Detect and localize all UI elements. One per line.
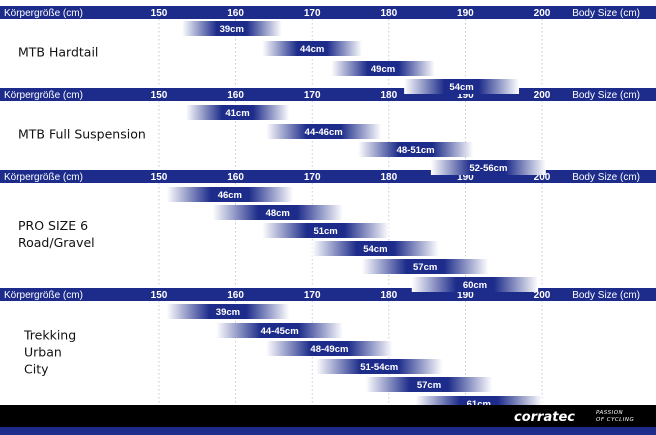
size-bar-label: 48-49cm <box>310 344 348 355</box>
category-label: Trekking <box>23 328 76 343</box>
footer-stripe <box>0 427 656 435</box>
header-band <box>0 88 656 101</box>
size-bar-label: 44-45cm <box>261 326 299 337</box>
x-tick-label: 160 <box>227 8 244 19</box>
x-tick-label: 150 <box>151 90 168 101</box>
x-tick-label: 150 <box>151 290 168 301</box>
x-tick-label: 190 <box>457 290 474 301</box>
header-layer: Körpergröße (cm) Body Size (cm) 150 160 170 1… <box>0 6 656 377</box>
size-bar-label: 51-54cm <box>360 362 398 373</box>
axis-label-left: Körpergröße (cm) <box>4 172 83 183</box>
x-tick-label: 170 <box>304 172 321 183</box>
x-tick-label: 170 <box>304 8 321 19</box>
size-bar <box>411 277 539 292</box>
x-tick-label: 180 <box>380 290 397 301</box>
size-bar <box>266 124 382 139</box>
footer-band <box>0 405 656 427</box>
size-bar <box>358 142 474 157</box>
axis-label-left: Körpergröße (cm) <box>4 8 83 19</box>
category-label: MTB Full Suspension <box>18 127 146 142</box>
header-band <box>0 288 656 301</box>
size-bar <box>430 160 546 175</box>
size-bar-label: 39cm <box>216 307 240 318</box>
size-bar-label: 54cm <box>363 244 387 255</box>
brand-tagline: OF CYCLING <box>596 417 634 423</box>
header-band <box>0 6 656 19</box>
size-bar-label: 39cm <box>220 24 244 35</box>
axis-label-right: Body Size (cm) <box>572 90 640 101</box>
size-bar <box>212 205 343 220</box>
size-bar <box>404 79 520 94</box>
size-bar <box>365 377 493 392</box>
size-bar <box>181 21 282 36</box>
x-tick-label: 190 <box>457 90 474 101</box>
size-bar-label: 57cm <box>417 380 441 391</box>
brand-tagline: PASSION <box>596 410 623 416</box>
size-bar-label: 41cm <box>225 108 249 119</box>
size-bar <box>266 341 393 356</box>
size-bar <box>166 304 290 319</box>
x-tick-label: 170 <box>304 290 321 301</box>
category-label: Road/Gravel <box>18 235 95 250</box>
x-tick-label: 200 <box>534 8 551 19</box>
size-bar-label: 51cm <box>313 226 337 237</box>
axis-label-right: Body Size (cm) <box>572 172 640 183</box>
x-tick-label: 190 <box>457 172 474 183</box>
category-label: Urban <box>24 345 62 360</box>
size-bar-label: 48cm <box>266 208 290 219</box>
size-bar-label: 44-46cm <box>305 127 343 138</box>
size-bar-label: 61cm <box>467 399 491 410</box>
size-bar-label: 44cm <box>300 44 324 55</box>
size-bar-label: 48-51cm <box>397 145 435 156</box>
bars-layer: 39cm 44cm 49cm 54cm 41cm 44-46cm 48-51cm 52-56c… <box>166 21 546 411</box>
x-tick-label: 180 <box>380 172 397 183</box>
x-tick-label: 150 <box>151 172 168 183</box>
x-tick-label: 160 <box>227 290 244 301</box>
size-bar-label: 60cm <box>463 280 487 291</box>
size-bar <box>216 323 343 338</box>
size-bar <box>166 187 294 202</box>
category-label: PRO SIZE 6 <box>18 218 88 233</box>
size-bar <box>331 61 435 76</box>
size-bar <box>262 41 362 56</box>
size-bar <box>185 105 290 120</box>
size-bar <box>262 223 389 238</box>
x-tick-label: 180 <box>380 90 397 101</box>
category-label: MTB Hardtail <box>18 45 98 60</box>
x-tick-label: 180 <box>380 8 397 19</box>
x-tick-label: 200 <box>534 172 551 183</box>
x-tick-label: 160 <box>227 172 244 183</box>
size-bar <box>316 359 443 374</box>
header-band <box>0 170 656 183</box>
size-bar <box>361 259 489 274</box>
size-bar-label: 49cm <box>371 64 395 75</box>
size-bar-label: 46cm <box>218 190 242 201</box>
x-tick-label: 190 <box>457 8 474 19</box>
axis-label-left: Körpergröße (cm) <box>4 90 83 101</box>
category-label: City <box>24 362 49 377</box>
x-tick-label: 170 <box>304 90 321 101</box>
x-tick-label: 160 <box>227 90 244 101</box>
axis-label-right: Body Size (cm) <box>572 8 640 19</box>
size-bar-label: 57cm <box>413 262 437 273</box>
size-bar-label: 54cm <box>449 82 473 93</box>
brand-logo: corratec <box>514 410 575 425</box>
size-bar <box>312 241 439 256</box>
size-bar-label: 52-56cm <box>469 163 507 174</box>
axis-label-right: Body Size (cm) <box>572 290 640 301</box>
x-tick-label: 200 <box>534 290 551 301</box>
axis-label-left: Körpergröße (cm) <box>4 290 83 301</box>
x-tick-label: 150 <box>151 8 168 19</box>
x-tick-label: 200 <box>534 90 551 101</box>
